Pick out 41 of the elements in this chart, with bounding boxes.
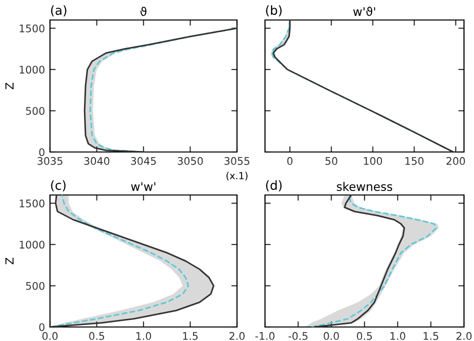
x-tick-label: 0.5 [356,332,372,340]
x-tick-label: 1.5 [424,332,438,340]
x-tick-label: -0.5 [288,332,308,340]
x-tick-label: 0 [287,157,292,165]
y-axis-title: Z [5,258,14,264]
text: (x.1) [226,172,248,180]
text: (a) [51,5,66,16]
chart-title: w'ϑ' [353,6,376,16]
chart-title: w'w' [131,182,156,191]
x-tick-label: 0.0 [324,332,339,340]
x-tick-label: 3040 [84,157,110,165]
y-tick-label: 0 [39,323,44,332]
y-tick-label: 500 [26,282,44,290]
x-tick-label: 3045 [131,157,156,165]
x-tick-label: 2.0 [456,332,472,340]
y-tick-label: 1500 [20,24,44,32]
x-tick-label: -1.0 [255,332,274,340]
x-tick-label: 100 [364,157,382,165]
x-tick-label: 0.5 [89,332,104,340]
text: (c) [51,180,66,192]
x-tick-label: 1.0 [390,332,406,340]
y-axis-title: Z [5,82,14,90]
y-tick-label: 1000 [20,66,44,74]
x-tick-label: 3050 [178,157,203,165]
x-tick-label: 150 [405,157,424,165]
x-tick-label: 1.0 [136,332,152,340]
text: (b) [266,5,282,16]
x-tick-label: 2.0 [229,332,245,340]
x-tick-label: 3055 [224,157,250,165]
y-tick-label: 1000 [20,240,44,249]
x-tick-label: 200 [446,157,465,165]
text: (d) [266,180,282,192]
y-tick-label: 1500 [20,199,44,208]
chart-title: skewness [336,182,392,191]
x-tick-label: 0.0 [42,332,58,340]
chart-title: ϑ [140,6,146,16]
x-tick-label: 3035 [38,157,62,165]
x-tick-label: 50 [326,157,338,165]
y-tick-label: 0 [39,148,44,156]
x-tick-label: 1.5 [183,332,198,340]
y-tick-label: 500 [26,106,44,115]
